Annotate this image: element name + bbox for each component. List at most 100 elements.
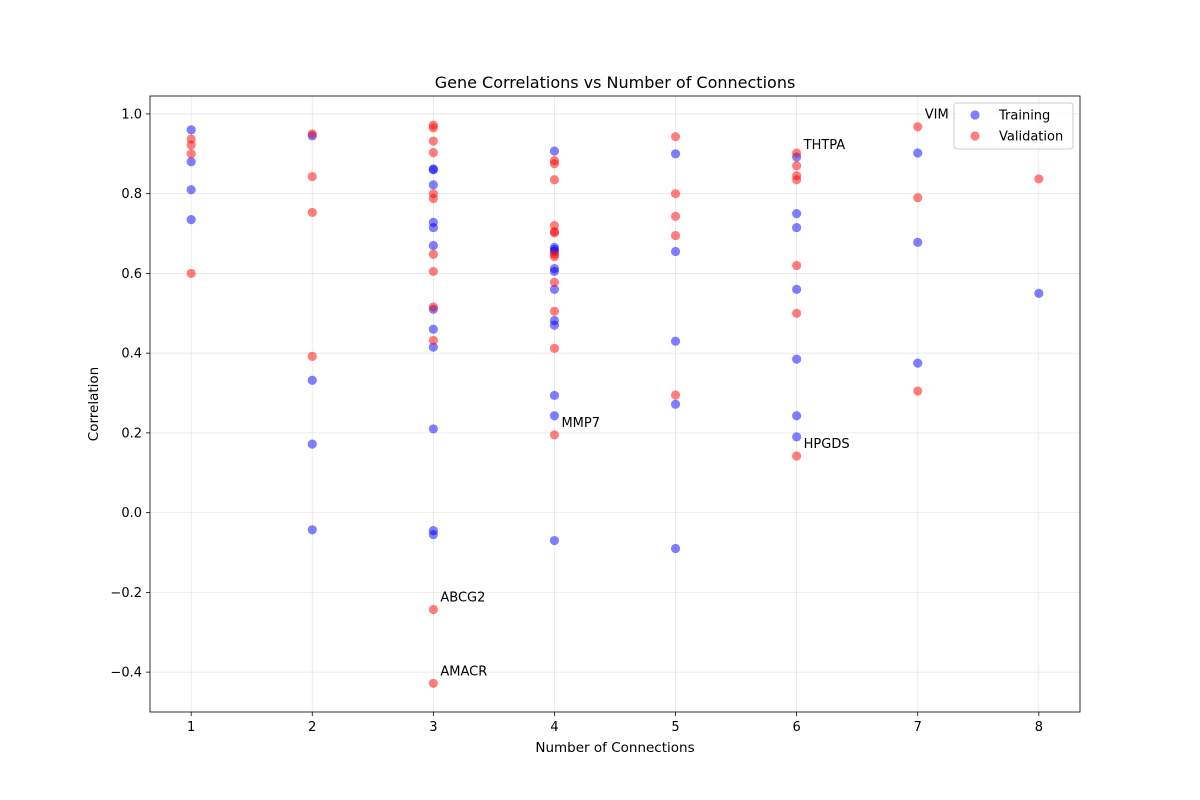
point-training — [428, 165, 438, 175]
point-validation — [670, 132, 681, 142]
point-validation — [307, 351, 317, 361]
point-training — [549, 320, 560, 330]
point-validation — [428, 678, 438, 688]
legend: Training Validation — [953, 102, 1074, 150]
point-validation — [670, 230, 681, 241]
x-tick-label: 4 — [550, 720, 558, 735]
point-training — [549, 266, 560, 277]
point-annotation: VIM — [925, 108, 949, 123]
point-training — [792, 432, 802, 442]
chart-title: Gene Correlations vs Number of Connectio… — [435, 73, 796, 92]
grid — [150, 96, 1080, 712]
point-validation — [307, 207, 317, 218]
point-validation — [792, 260, 802, 271]
y-tick-label: −0.2 — [110, 586, 142, 601]
point-training — [307, 439, 317, 449]
legend-box — [953, 102, 1074, 150]
point-training — [186, 125, 196, 135]
legend-label-training: Training — [998, 109, 1050, 124]
point-validation — [186, 149, 196, 159]
x-tick-label: 3 — [429, 720, 437, 735]
point-validation — [428, 249, 438, 259]
x-axis-label: Number of Connections — [535, 740, 694, 756]
point-training — [670, 543, 681, 554]
y-tick-label: 0.0 — [121, 506, 142, 521]
point-validation — [428, 335, 438, 346]
point-training — [913, 358, 923, 368]
point-training — [670, 399, 681, 409]
point-training — [307, 525, 317, 535]
point-training — [428, 324, 438, 334]
y-tick-label: 0.2 — [121, 426, 142, 441]
x-tick-label: 6 — [793, 720, 801, 735]
x-tick-label: 7 — [914, 720, 922, 735]
point-training — [428, 240, 438, 251]
point-validation — [792, 308, 802, 318]
point-training — [428, 222, 438, 233]
point-training — [792, 284, 802, 294]
point-validation — [428, 148, 438, 158]
point-training — [549, 390, 560, 401]
point-annotation: THTPA — [803, 138, 846, 153]
point-training — [670, 336, 681, 346]
y-tick-label: 0.6 — [121, 267, 142, 282]
point-annotation: HPGDS — [804, 437, 850, 452]
plot-points — [186, 120, 1044, 688]
point-validation — [792, 451, 802, 461]
point-validation — [549, 228, 560, 238]
point-validation — [670, 390, 681, 400]
x-tick-label: 1 — [187, 720, 195, 735]
point-training — [792, 222, 802, 233]
point-validation — [549, 277, 560, 287]
point-training — [792, 354, 802, 364]
point-training — [792, 411, 802, 421]
point-training — [186, 185, 196, 195]
point-validation — [549, 430, 560, 440]
point-training — [670, 246, 681, 257]
legend-label-validation: Validation — [999, 130, 1063, 145]
point-validation — [549, 306, 560, 316]
point-validation — [670, 189, 681, 199]
plot-frame — [149, 95, 1081, 713]
y-tick-label: 0.4 — [121, 347, 142, 362]
point-validation — [549, 175, 560, 185]
point-validation — [913, 193, 923, 203]
point-training — [549, 284, 560, 294]
point-annotation: MMP7 — [561, 416, 600, 431]
point-training — [549, 535, 560, 546]
point-annotations: VIM THTPA MMP7 HPGDS ABCG2 AMACR — [440, 108, 948, 680]
point-training — [428, 342, 438, 352]
point-training — [307, 375, 317, 385]
point-validation — [792, 161, 802, 171]
x-tick-label: 5 — [671, 720, 679, 735]
y-tick-label: −0.4 — [110, 666, 142, 681]
point-training — [428, 529, 438, 540]
point-validation — [428, 123, 438, 133]
point-validation — [549, 159, 560, 169]
point-annotation: AMACR — [440, 664, 487, 679]
point-training — [186, 214, 196, 225]
point-validation — [913, 122, 923, 132]
axis-ticks: 1 2 3 4 5 6 7 8 −0.4 −0.2 0.0 0.2 0.4 0.6 0.8 1.0 — [110, 107, 1043, 735]
point-validation — [913, 386, 923, 396]
point-validation — [428, 604, 438, 615]
point-validation — [792, 175, 802, 185]
point-validation — [670, 211, 681, 222]
point-training — [913, 237, 923, 247]
point-validation — [1034, 174, 1044, 184]
point-training — [1034, 288, 1044, 298]
point-validation — [428, 266, 438, 277]
point-validation — [549, 343, 560, 353]
point-validation — [186, 268, 196, 279]
point-training — [428, 180, 438, 190]
point-training — [549, 411, 560, 421]
y-tick-label: 1.0 — [121, 107, 142, 122]
point-validation — [428, 193, 438, 204]
y-axis-label: Correlation — [86, 367, 102, 441]
point-training — [670, 149, 681, 159]
legend-marker-validation — [970, 131, 980, 141]
point-training — [428, 424, 438, 434]
point-validation — [307, 171, 317, 182]
point-validation — [792, 148, 802, 158]
